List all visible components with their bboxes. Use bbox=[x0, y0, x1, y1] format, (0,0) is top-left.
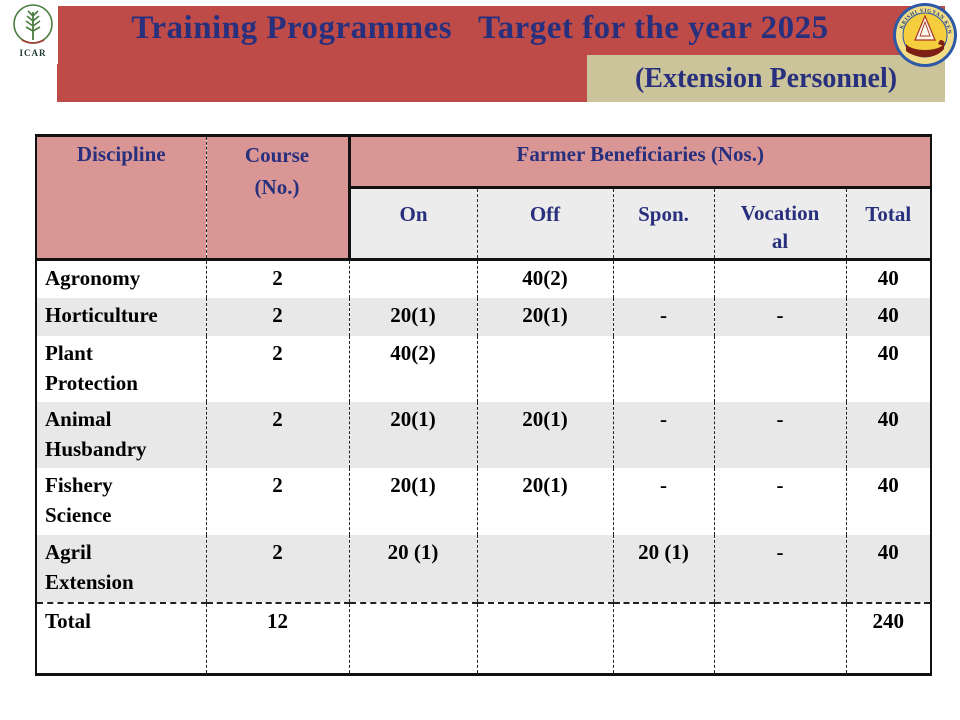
cell-course: 2 bbox=[205, 297, 349, 336]
icar-logo-caption: ICAR bbox=[19, 48, 47, 58]
cell-grand-total: 240 bbox=[845, 601, 931, 675]
subtitle-bar: (Extension Personnel) bbox=[587, 55, 945, 102]
cell-total: 40 bbox=[845, 467, 931, 535]
table-row-agril-extension: Agril Extension 2 20 (1) 20 (1) - 40 bbox=[36, 534, 931, 603]
cell-vocational: - bbox=[713, 297, 846, 336]
cell-total: 40 bbox=[845, 401, 931, 468]
column-header-course: Course (No.) bbox=[205, 135, 349, 261]
cell-spon bbox=[612, 259, 714, 298]
cell-course: 2 bbox=[205, 401, 349, 468]
column-header-total: Total bbox=[845, 187, 931, 261]
cell-on: 20 (1) bbox=[348, 534, 477, 603]
table-row-horticulture: Horticulture 2 20(1) 20(1) - - 40 bbox=[36, 297, 931, 336]
cell-total: 40 bbox=[845, 534, 931, 603]
page-subtitle: (Extension Personnel) bbox=[634, 62, 898, 94]
cell-off: 20(1) bbox=[476, 401, 613, 468]
cell-on: 40(2) bbox=[348, 335, 477, 402]
cell-total: 40 bbox=[845, 259, 931, 298]
column-header-discipline: Discipline bbox=[36, 135, 206, 261]
cell-spon: 20 (1) bbox=[612, 534, 714, 603]
kvk-logo: KRISHI VIGYAN KENDRA bbox=[892, 2, 957, 67]
column-header-spon: Spon. bbox=[612, 187, 714, 261]
cell-spon: - bbox=[612, 297, 714, 336]
cell-course-total: 12 bbox=[205, 601, 349, 675]
cell-off: 20(1) bbox=[476, 467, 613, 535]
cell-off bbox=[476, 601, 613, 675]
icar-wheat-icon bbox=[13, 4, 53, 44]
cell-course: 2 bbox=[205, 534, 349, 603]
cell-spon bbox=[612, 335, 714, 402]
table-row-fishery-science: Fishery Science 2 20(1) 20(1) - - 40 bbox=[36, 467, 931, 535]
cell-on bbox=[348, 259, 477, 298]
table-row-agronomy: Agronomy 2 40(2) 40 bbox=[36, 259, 931, 298]
cell-discipline: Animal Husbandry bbox=[36, 401, 206, 468]
cell-discipline: Horticulture bbox=[36, 297, 206, 336]
cell-total: 40 bbox=[845, 335, 931, 402]
table-header-row: Discipline Course (No.) Farmer Beneficia… bbox=[36, 135, 931, 261]
table-row-plant-protection: Plant Protection 2 40(2) 40 bbox=[36, 335, 931, 402]
cell-on bbox=[348, 601, 477, 675]
cell-off bbox=[476, 534, 613, 603]
cell-spon bbox=[612, 601, 714, 675]
table-row-total: Total 12 240 bbox=[36, 601, 931, 675]
cell-total-label: Total bbox=[36, 601, 206, 675]
cell-vocational bbox=[713, 335, 846, 402]
cell-on: 20(1) bbox=[348, 401, 477, 468]
cell-discipline: Agril Extension bbox=[36, 534, 206, 603]
column-header-vocational: Vocational bbox=[713, 187, 846, 261]
page-title-part1: Training Programmes bbox=[131, 10, 453, 46]
cell-discipline: Fishery Science bbox=[45, 472, 113, 527]
cell-off: 20(1) bbox=[476, 297, 613, 336]
page-title-part2: Target for the year 2025 bbox=[478, 10, 829, 46]
cell-discipline: Plant Protection bbox=[45, 340, 138, 395]
cell-course: 2 bbox=[205, 467, 349, 535]
page-title: Training Programmes Target for the year 2… bbox=[60, 10, 900, 47]
cell-on: 20(1) bbox=[348, 297, 477, 336]
cell-spon: - bbox=[612, 401, 714, 468]
icar-logo: ICAR bbox=[8, 0, 58, 64]
cell-off bbox=[476, 335, 613, 402]
column-header-off: Off bbox=[476, 187, 613, 261]
table-subheader-row: On Off Spon. Vocational Total bbox=[36, 187, 931, 261]
cell-course: 2 bbox=[205, 259, 349, 298]
cell-vocational bbox=[713, 259, 846, 298]
cell-spon: - bbox=[612, 467, 714, 535]
column-header-group-farmer-beneficiaries: Farmer Beneficiaries (Nos.) bbox=[347, 135, 931, 189]
training-target-table: Discipline Course (No.) Farmer Beneficia… bbox=[35, 134, 932, 676]
cell-vocational bbox=[713, 601, 846, 675]
table-row-animal-husbandry: Animal Husbandry 2 20(1) 20(1) - - 40 bbox=[36, 401, 931, 468]
cell-total: 40 bbox=[845, 297, 931, 336]
cell-vocational: - bbox=[713, 467, 846, 535]
cell-off: 40(2) bbox=[476, 259, 613, 298]
cell-on: 20(1) bbox=[348, 467, 477, 535]
cell-vocational: - bbox=[713, 534, 846, 603]
cell-discipline: Agronomy bbox=[45, 266, 141, 290]
cell-course: 2 bbox=[205, 335, 349, 402]
cell-vocational: - bbox=[713, 401, 846, 468]
column-header-on: On bbox=[347, 187, 477, 261]
